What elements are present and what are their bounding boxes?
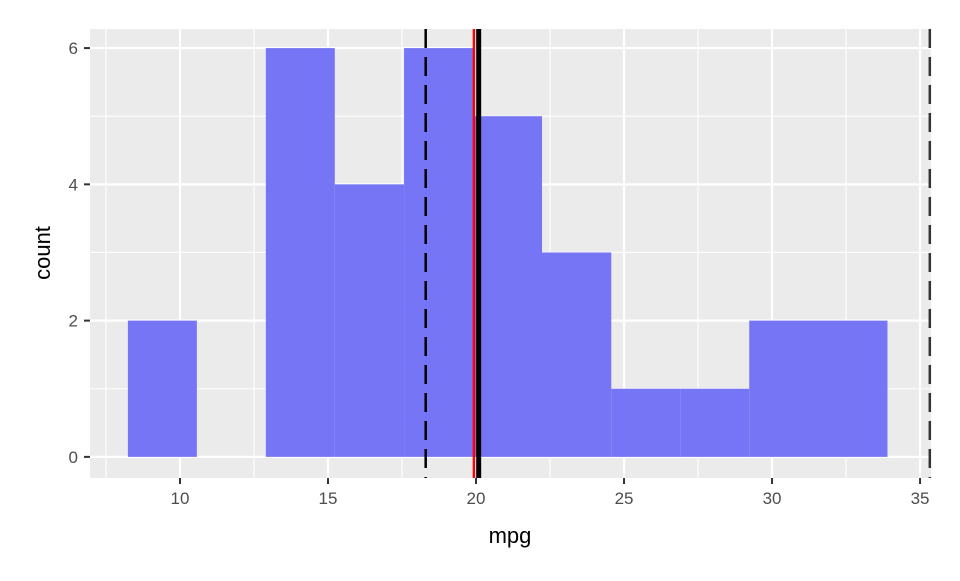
x-tick-label: 25 <box>615 489 634 508</box>
x-tick-label: 20 <box>467 489 486 508</box>
histogram-bar <box>473 116 543 457</box>
x-tick-label: 35 <box>911 489 930 508</box>
y-tick-label: 2 <box>69 312 78 331</box>
histogram-bar <box>818 320 888 457</box>
bars <box>127 48 888 457</box>
x-axis-label: mpg <box>489 523 532 548</box>
histogram-bar <box>542 252 612 457</box>
y-tick-label: 4 <box>69 175 78 194</box>
histogram-bar <box>265 48 335 457</box>
histogram-bar <box>680 388 750 457</box>
reference-lines <box>424 29 932 478</box>
x-tick-label: 10 <box>171 489 190 508</box>
histogram-bar <box>611 388 681 457</box>
x-tick-label: 30 <box>763 489 782 508</box>
axes: 10 15 20 25 30 35 0 2 4 6 <box>69 39 930 508</box>
y-tick-label: 0 <box>69 448 78 467</box>
histogram-bar <box>334 184 405 457</box>
histogram-bar <box>127 320 197 457</box>
y-axis-label: count <box>30 226 55 280</box>
histogram-bar <box>749 320 819 457</box>
histogram-bar <box>404 48 474 457</box>
y-tick-label: 6 <box>69 39 78 58</box>
x-tick-label: 15 <box>319 489 338 508</box>
